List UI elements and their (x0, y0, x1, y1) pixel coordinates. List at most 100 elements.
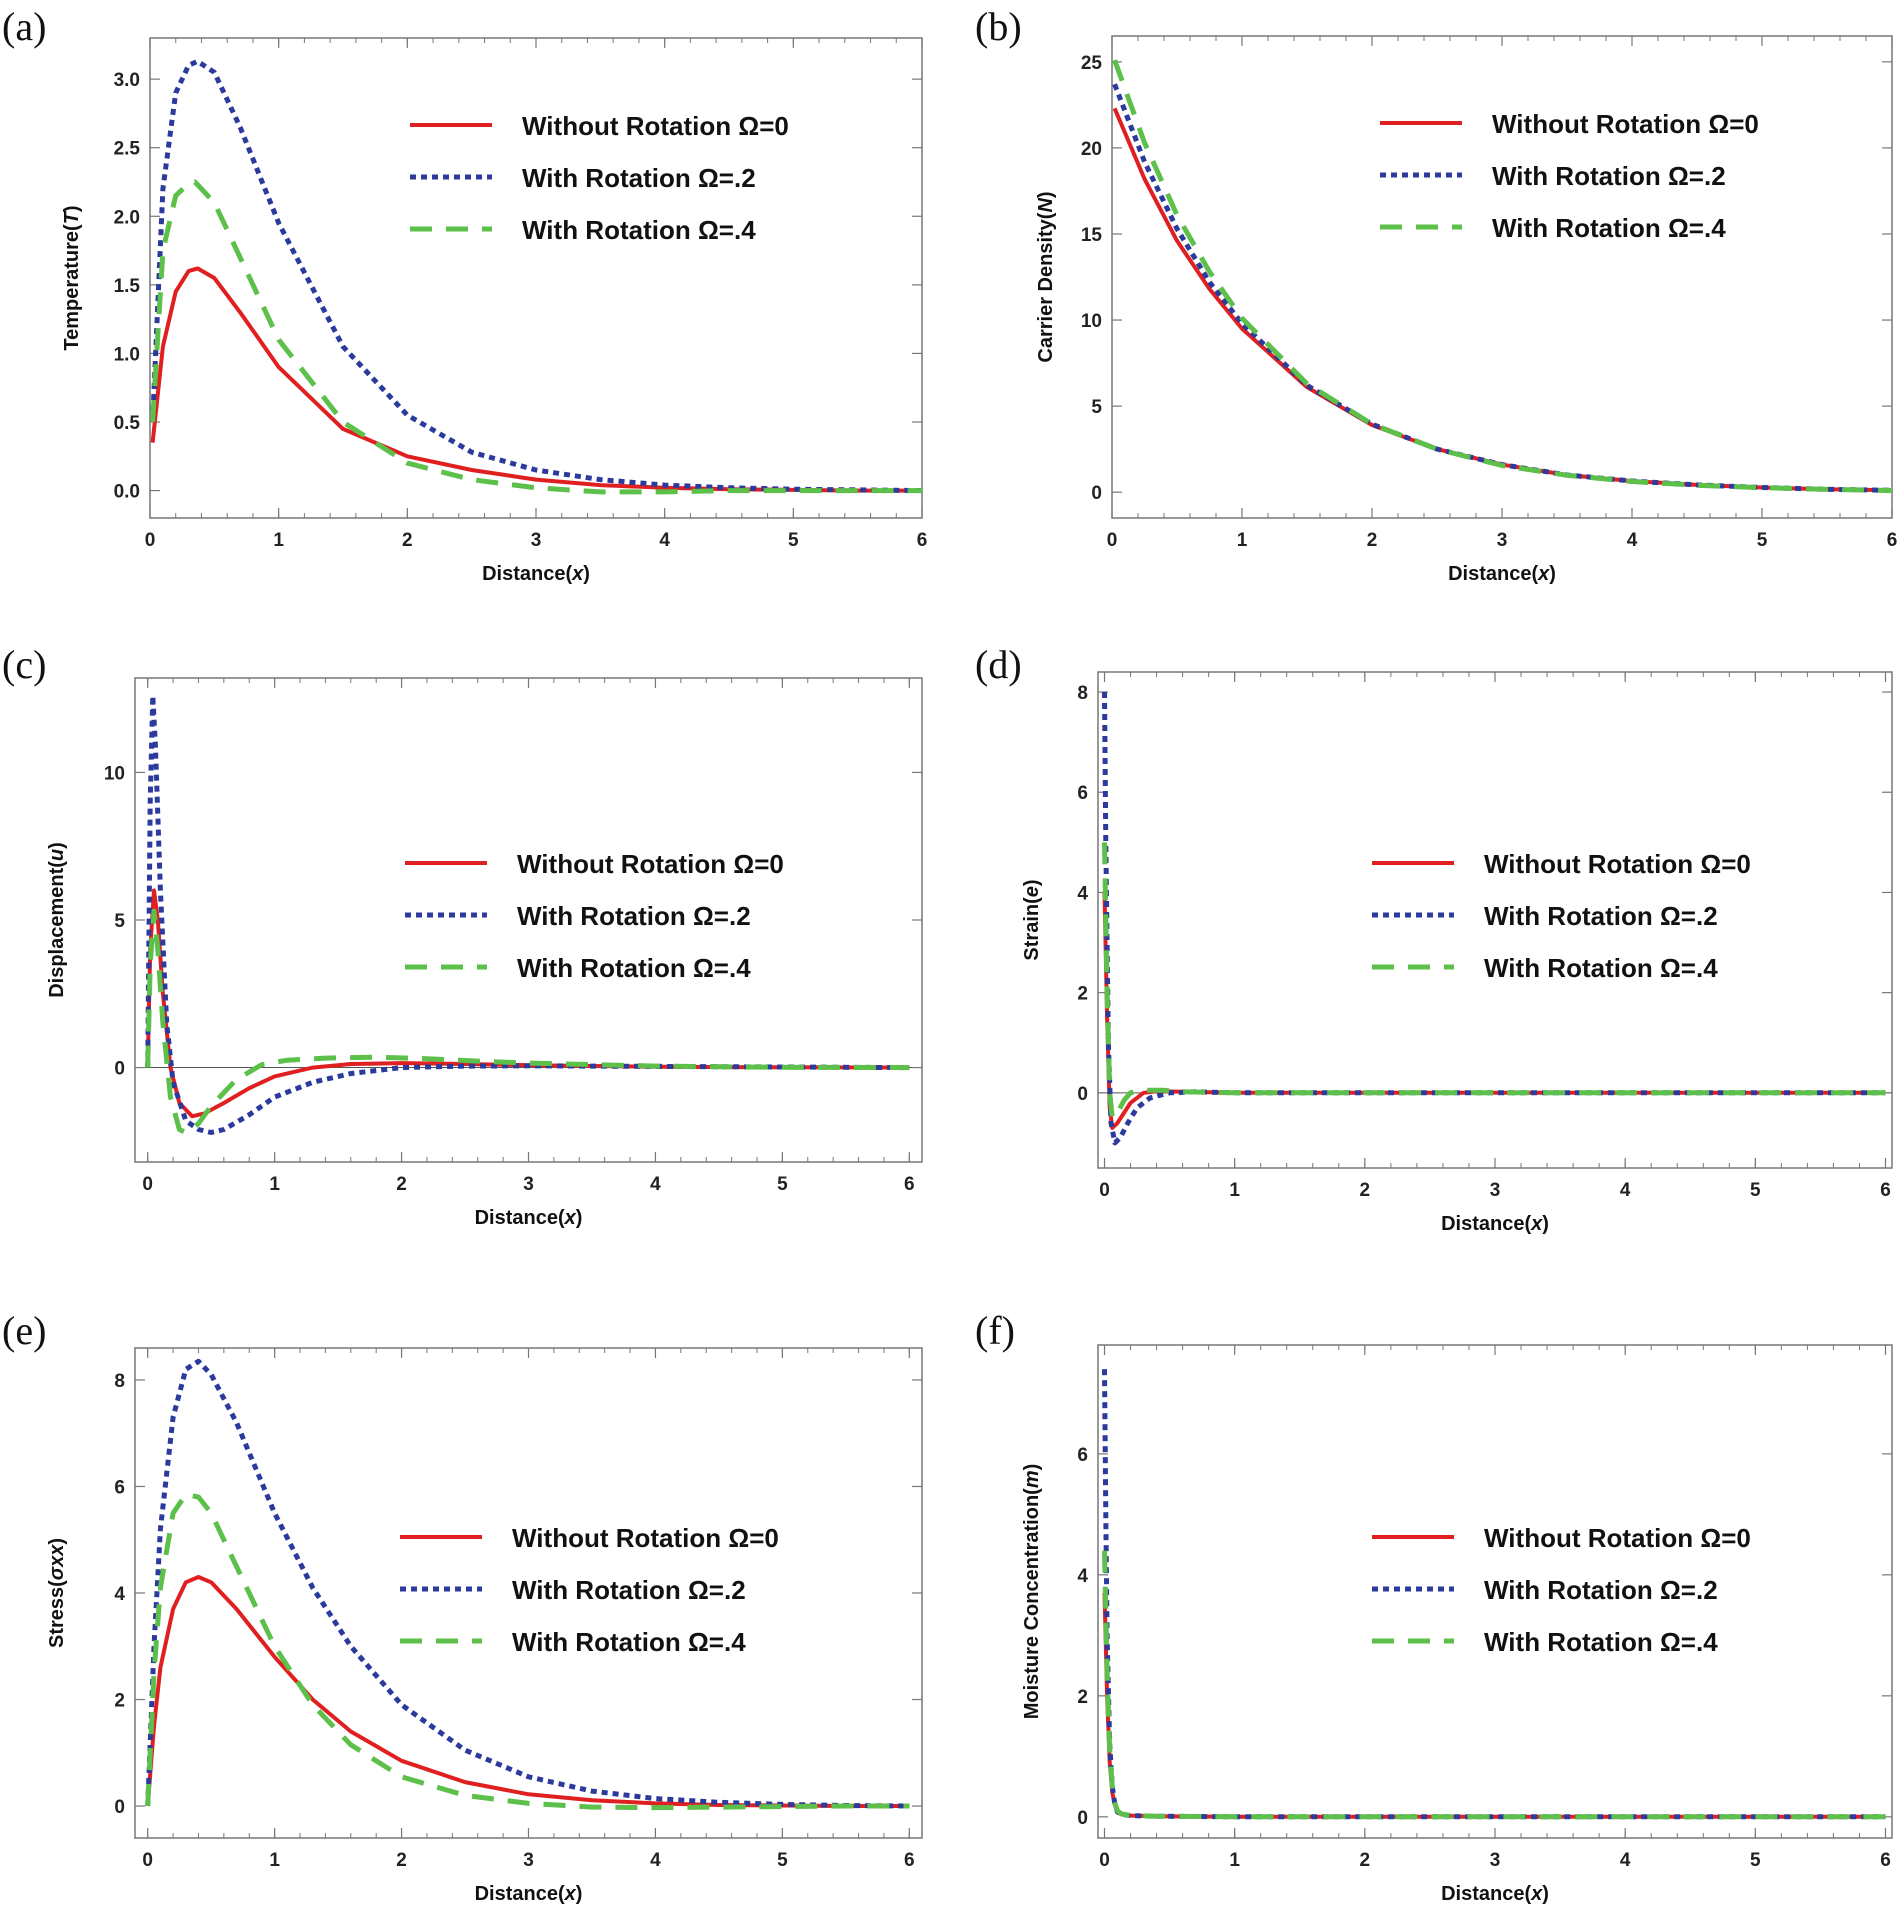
legend-label-rot4: With Rotation Ω=.4 (1492, 213, 1726, 243)
series-line-rot2 (150, 58, 922, 494)
x-tick-label: 2 (1367, 530, 1378, 551)
y-tick-label: 0 (1077, 1808, 1088, 1829)
y-tick-label: 10 (1081, 311, 1102, 332)
legend: Without Rotation Ω=0 With Rotation Ω=.2 Wi… (1372, 849, 1751, 983)
x-tick-label: 0 (1099, 1180, 1110, 1201)
x-tick-label: 4 (1620, 1180, 1631, 1201)
x-tick-label: 3 (1490, 1850, 1501, 1871)
legend-label-rot2: With Rotation Ω=.2 (1484, 1575, 1718, 1605)
y-tick-label: 6 (1077, 783, 1088, 804)
x-tick-label: 5 (777, 1174, 788, 1195)
panel-label: (f) (975, 1308, 1015, 1353)
legend: Without Rotation Ω=0 With Rotation Ω=.2 Wi… (400, 1523, 779, 1657)
legend-label-rot2: With Rotation Ω=.2 (1492, 161, 1726, 191)
series-line-rot4 (1102, 842, 1886, 1121)
legend-label-without: Without Rotation Ω=0 (1484, 849, 1751, 879)
panel-label: (d) (975, 642, 1022, 687)
x-tick-label: 6 (917, 530, 928, 551)
y-tick-label: 5 (1091, 397, 1102, 418)
y-tick-label: 4 (1077, 883, 1088, 904)
panel-label: (e) (2, 1308, 46, 1353)
legend-label-rot4: With Rotation Ω=.4 (522, 215, 756, 245)
x-axis-title: Distance(x) (1448, 563, 1556, 585)
y-tick-label: 0 (114, 1059, 125, 1080)
x-tick-label: 2 (1360, 1180, 1371, 1201)
y-axis-title: Displacement(u) (46, 842, 68, 998)
y-tick-label: 2.0 (114, 207, 140, 228)
y-tick-label: 6 (1077, 1445, 1088, 1466)
x-tick-label: 5 (1757, 530, 1768, 551)
legend-label-rot2: With Rotation Ω=.2 (512, 1575, 746, 1605)
y-tick-label: 1.5 (114, 276, 141, 297)
panel-label: (a) (2, 4, 46, 49)
chart-panel-1: (a) 0 1 2 3 4 5 6 0.0 0.5 1.0 1.5 2.0 2.5 3.0 Distance(… (2, 4, 927, 585)
y-tick-label: 20 (1081, 139, 1102, 160)
x-tick-label: 4 (650, 1174, 661, 1195)
series-line-rot4 (145, 908, 910, 1135)
series-line-rot2 (1102, 691, 1886, 1146)
y-tick-label: 0.5 (114, 413, 141, 434)
chart-panel-4: (d) 0 1 2 3 4 5 6 0 2 4 6 8 Distance(x) Strain(e) Witho… (975, 642, 1893, 1235)
x-tick-label: 1 (273, 530, 284, 551)
x-tick-label: 2 (396, 1174, 407, 1195)
x-tick-label: 0 (1107, 530, 1118, 551)
y-axis-title: Carrier Density(N) (1035, 191, 1057, 362)
chart-panel-3: (c) 0 1 2 3 4 5 6 0 5 10 Distance(x) Displacement(u)… (2, 642, 923, 1229)
y-tick-label: 1.0 (114, 344, 140, 365)
x-tick-label: 6 (1887, 530, 1898, 551)
x-tick-label: 1 (1229, 1180, 1240, 1201)
y-tick-label: 2 (1077, 984, 1088, 1005)
panel-label: (c) (2, 642, 46, 687)
series-line-rot2 (145, 1358, 910, 1809)
legend-label-rot2: With Rotation Ω=.2 (522, 163, 756, 193)
x-tick-label: 5 (1750, 1850, 1761, 1871)
x-tick-label: 3 (531, 530, 542, 551)
legend-label-rot4: With Rotation Ω=.4 (512, 1627, 746, 1657)
y-tick-label: 4 (114, 1584, 125, 1605)
legend-label-rot4: With Rotation Ω=.4 (1484, 953, 1718, 983)
series-line-rot2 (1112, 83, 1892, 493)
legend-label-rot4: With Rotation Ω=.4 (517, 953, 751, 983)
legend-label-without: Without Rotation Ω=0 (1484, 1523, 1751, 1553)
x-tick-label: 6 (1880, 1850, 1891, 1871)
x-tick-label: 3 (1497, 530, 1508, 551)
x-axis-title: Distance(x) (475, 1883, 583, 1905)
x-axis-title: Distance(x) (475, 1207, 583, 1229)
legend-label-without: Without Rotation Ω=0 (517, 849, 784, 879)
x-tick-label: 2 (396, 1850, 407, 1871)
plot-frame (149, 37, 923, 519)
series-line-without (150, 266, 922, 493)
y-axis-title: Strain(e) (1021, 879, 1043, 960)
y-tick-label: 5 (114, 911, 125, 932)
x-tick-label: 6 (1880, 1180, 1891, 1201)
x-tick-label: 5 (1750, 1180, 1761, 1201)
legend: Without Rotation Ω=0 With Rotation Ω=.2 Wi… (405, 849, 784, 983)
x-tick-label: 4 (1620, 1850, 1631, 1871)
series-line-without (145, 1575, 910, 1808)
x-tick-label: 0 (145, 530, 156, 551)
chart-panel-2: (b) 0 1 2 3 4 5 6 0 5 10 15 20 25 Distance(x) Carrier D… (975, 4, 1897, 585)
x-tick-label: 1 (269, 1174, 280, 1195)
y-tick-label: 15 (1081, 225, 1103, 246)
legend-label-rot4: With Rotation Ω=.4 (1484, 1627, 1718, 1657)
series-line-rot4 (1112, 59, 1892, 493)
x-tick-label: 4 (659, 530, 670, 551)
y-axis-title: Temperature(T) (61, 205, 83, 350)
x-tick-label: 5 (788, 530, 799, 551)
x-axis-title: Distance(x) (1441, 1883, 1549, 1905)
x-axis-title: Distance(x) (482, 563, 590, 585)
y-tick-label: 0 (1077, 1084, 1088, 1105)
legend-label-without: Without Rotation Ω=0 (512, 1523, 779, 1553)
y-tick-label: 4 (1077, 1566, 1088, 1587)
legend-label-without: Without Rotation Ω=0 (522, 111, 789, 141)
x-tick-label: 1 (1229, 1850, 1240, 1871)
x-tick-label: 2 (402, 530, 413, 551)
x-tick-label: 1 (1237, 530, 1248, 551)
x-tick-label: 6 (904, 1174, 915, 1195)
legend-label-rot2: With Rotation Ω=.2 (517, 901, 751, 931)
y-tick-label: 6 (114, 1477, 125, 1498)
series-line-rot4 (150, 179, 922, 495)
y-tick-label: 10 (104, 763, 125, 784)
series-line-rot4 (145, 1492, 910, 1811)
